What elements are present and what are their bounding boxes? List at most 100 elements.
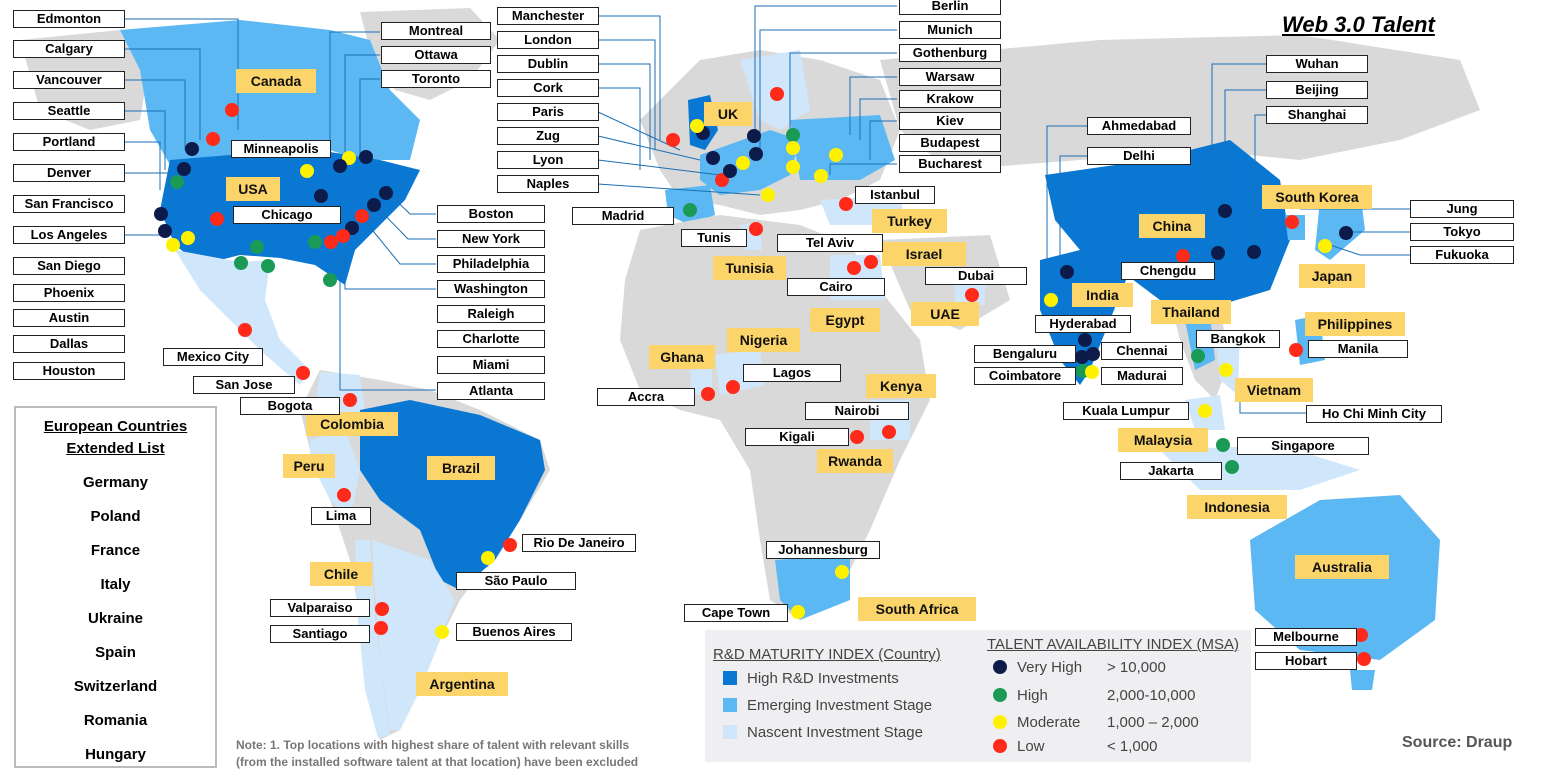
marker-toronto bbox=[342, 151, 356, 165]
country-label: China bbox=[1139, 214, 1205, 238]
marker-charlotte bbox=[324, 235, 338, 249]
talent-legend-item: Very High > 10,000 bbox=[993, 659, 1166, 676]
marker-sao-paulo bbox=[481, 551, 495, 565]
marker-ahmedabad bbox=[1044, 293, 1058, 307]
city-label: Rio De Janeiro bbox=[522, 534, 636, 552]
rd-legend-title: R&D MATURITY INDEX (Country) bbox=[713, 646, 941, 663]
country-label: USA bbox=[226, 177, 280, 201]
country-label: Canada bbox=[236, 69, 316, 93]
region-south-africa bbox=[775, 555, 850, 620]
city-label: Chicago bbox=[233, 206, 341, 224]
marker-fukuoka bbox=[1318, 239, 1332, 253]
country-label: Brazil bbox=[427, 456, 495, 480]
city-label: Charlotte bbox=[437, 330, 545, 348]
city-label: Tunis bbox=[681, 229, 747, 247]
marker-jung bbox=[1285, 215, 1299, 229]
city-label: Naples bbox=[497, 175, 599, 193]
eu-country: Romania bbox=[83, 712, 148, 729]
country-label: South Africa bbox=[858, 597, 976, 621]
legend-range: 1,000 – 2,000 bbox=[1107, 714, 1199, 731]
country-label: Turkey bbox=[872, 209, 947, 233]
legend-label: Very High bbox=[1017, 659, 1083, 676]
marker-rio bbox=[503, 538, 517, 552]
country-label: Malaysia bbox=[1118, 428, 1208, 452]
country-label: UK bbox=[704, 102, 752, 126]
marker-la bbox=[158, 224, 172, 238]
marker-edmonton bbox=[225, 103, 239, 117]
city-label: Buenos Aires bbox=[456, 623, 572, 641]
city-label: Philadelphia bbox=[437, 255, 545, 273]
marker-houston bbox=[261, 259, 275, 273]
city-label: Coimbatore bbox=[974, 367, 1076, 385]
marker-sf bbox=[154, 207, 168, 221]
country-label: Rwanda bbox=[817, 449, 893, 473]
country-label: Thailand bbox=[1151, 300, 1231, 324]
city-label: Houston bbox=[13, 362, 125, 380]
city-label: Bucharest bbox=[899, 155, 1001, 173]
marker-bangkok bbox=[1191, 349, 1205, 363]
marker-shanghai bbox=[1247, 245, 1261, 259]
city-label: London bbox=[497, 31, 599, 49]
city-label: Fukuoka bbox=[1410, 246, 1514, 264]
marker-ny bbox=[367, 198, 381, 212]
country-label: UAE bbox=[911, 302, 979, 326]
marker-singapore bbox=[1216, 438, 1230, 452]
city-label: Krakow bbox=[899, 90, 1001, 108]
eu-country: Spain bbox=[95, 644, 136, 661]
country-label: India bbox=[1072, 283, 1133, 307]
panel-title: European Countries Extended List bbox=[16, 416, 215, 460]
city-label: Denver bbox=[13, 164, 125, 182]
marker-manila bbox=[1289, 343, 1303, 357]
city-label: Chengdu bbox=[1121, 262, 1215, 280]
legend-label: Emerging Investment Stage bbox=[747, 697, 933, 714]
marker-gothenburg bbox=[770, 87, 784, 101]
city-label: Hyderabad bbox=[1035, 315, 1131, 333]
city-label: Mexico City bbox=[163, 348, 263, 366]
marker-delhi bbox=[1060, 265, 1074, 279]
country-label: Kenya bbox=[866, 374, 936, 398]
marker-bengaluru bbox=[1075, 350, 1089, 364]
eu-country: France bbox=[90, 542, 141, 559]
city-label: Bangkok bbox=[1196, 330, 1280, 348]
city-label: Paris bbox=[497, 103, 599, 121]
city-label: Seattle bbox=[13, 102, 125, 120]
country-label: South Korea bbox=[1262, 185, 1372, 209]
legend-label: Low bbox=[1017, 738, 1045, 755]
city-label: Wuhan bbox=[1266, 55, 1368, 73]
country-label: Australia bbox=[1295, 555, 1389, 579]
city-label: Hobart bbox=[1255, 652, 1357, 670]
country-label: Chile bbox=[310, 562, 372, 586]
marker-portland bbox=[170, 175, 184, 189]
city-label: San Diego bbox=[13, 257, 125, 275]
marker-accra bbox=[701, 387, 715, 401]
city-label: Washington bbox=[437, 280, 545, 298]
city-label: Raleigh bbox=[437, 305, 545, 323]
city-label: Zug bbox=[497, 127, 599, 145]
city-label: Johannesburg bbox=[766, 541, 880, 559]
city-label: Nairobi bbox=[805, 402, 909, 420]
marker-chengdu bbox=[1176, 249, 1190, 263]
nascent-swatch bbox=[723, 725, 737, 739]
city-label: Montreal bbox=[381, 22, 491, 40]
marker-lima bbox=[337, 488, 351, 502]
marker-montreal bbox=[333, 159, 347, 173]
marker-madurai bbox=[1085, 365, 1099, 379]
marker-dublin bbox=[666, 133, 680, 147]
city-label: Atlanta bbox=[437, 382, 545, 400]
city-label: Santiago bbox=[270, 625, 370, 643]
eu-country: Italy bbox=[100, 576, 131, 593]
marker-london bbox=[706, 151, 720, 165]
country-label: Indonesia bbox=[1187, 495, 1287, 519]
rd-legend-item: High R&D Investments bbox=[723, 670, 899, 687]
marker-nairobi bbox=[882, 425, 896, 439]
european-countries-panel: European Countries Extended List Germany… bbox=[14, 406, 217, 768]
marker-boston bbox=[379, 186, 393, 200]
city-label: Dubai bbox=[925, 267, 1027, 285]
city-label: Berlin bbox=[899, 0, 1001, 15]
city-label: Cape Town bbox=[684, 604, 788, 622]
city-label: Manchester bbox=[497, 7, 599, 25]
eu-country: Poland bbox=[90, 508, 141, 525]
city-label: Jung bbox=[1410, 200, 1514, 218]
city-label: Cairo bbox=[787, 278, 885, 296]
emerging-swatch bbox=[723, 698, 737, 712]
